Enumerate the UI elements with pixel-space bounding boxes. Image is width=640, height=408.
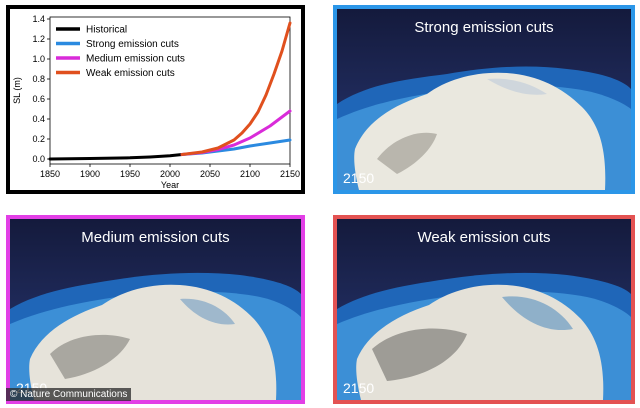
y-tick-label-7: 1.4 [32,14,45,24]
x-tick-label-2100: 2100 [240,169,260,179]
sea-level-chart-panel: 1850 1900 1950 2000 2050 2100 2150 0.0 0.2 0.4 0.6… [6,5,305,194]
y-tick-label-1: 0.2 [32,134,45,144]
legend-label-weak-emission-cuts: Weak emission cuts [86,68,175,79]
x-tick-label-1850: 1850 [40,169,60,179]
y-tick-label-3: 0.6 [32,94,45,104]
strong-panel-title: Strong emission cuts [414,19,554,36]
y-tick-label-0: 0.0 [32,154,45,164]
image-credit: © Nature Communications [6,388,132,401]
strong-panel-year: 2150 [343,170,375,186]
legend-label-strong-emission-cuts: Strong emission cuts [86,39,179,50]
legend-label-historical: Historical [86,25,127,36]
medium-emission-panel: Medium emission cuts 2150 [6,215,305,404]
antarctica-render-strong [337,9,631,190]
weak-emission-panel: Weak emission cuts 2150 [333,215,635,404]
series-line-weak-emission-cuts [180,21,292,156]
y-tick-label-2: 0.4 [32,114,45,124]
x-tick-label-2150: 2150 [280,169,300,179]
antarctica-render-weak [337,219,631,400]
sea-level-chart: 1850 1900 1950 2000 2050 2100 2150 0.0 0.2 0.4 0.6… [12,14,300,190]
legend-label-medium-emission-cuts: Medium emission cuts [86,54,185,65]
series-line-historical [48,153,184,161]
x-tick-label-2050: 2050 [200,169,220,179]
strong-emission-panel: Strong emission cuts 2150 [333,5,635,194]
y-tick-label-4: 0.8 [32,74,45,84]
medium-panel-title: Medium emission cuts [81,229,230,246]
x-tick-label-1900: 1900 [80,169,100,179]
y-axis-label: SL (m) [12,77,22,104]
x-tick-label-1950: 1950 [120,169,140,179]
weak-panel-year: 2150 [343,380,375,396]
weak-panel-title: Weak emission cuts [417,229,551,246]
x-axis-label: Year [161,180,179,190]
y-tick-label-5: 1.0 [32,54,45,64]
x-tick-label-2000: 2000 [160,169,180,179]
y-tick-label-6: 1.2 [32,34,45,44]
antarctica-render-medium [10,219,301,400]
